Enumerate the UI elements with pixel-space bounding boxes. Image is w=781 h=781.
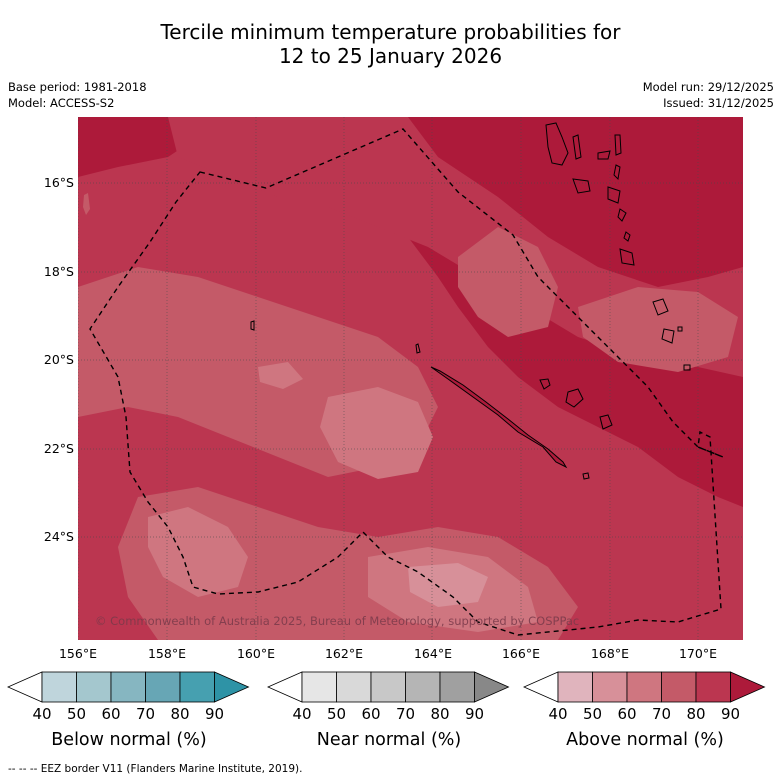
lon-label: 168°E bbox=[590, 646, 629, 661]
below-normal-segment bbox=[110, 671, 146, 703]
colorbars bbox=[7, 671, 766, 703]
title-line-1: Tercile minimum temperature probabilitie… bbox=[160, 20, 621, 44]
island-loyalty-3 bbox=[599, 414, 613, 430]
lat-label: 16°S bbox=[43, 175, 74, 190]
lon-label: 160°E bbox=[236, 646, 275, 661]
lon-label: 156°E bbox=[58, 646, 97, 661]
above-normal-tick-label: 50 bbox=[582, 705, 603, 723]
above-normal-tick-label: 60 bbox=[617, 705, 637, 723]
island-new-caledonia bbox=[430, 366, 568, 469]
above-normal-colorbar bbox=[523, 671, 766, 703]
near-normal-segment bbox=[336, 671, 372, 703]
above-normal-tick-label: 80 bbox=[686, 705, 706, 723]
above-normal-segment bbox=[661, 671, 697, 703]
below-normal-label: Below normal (%) bbox=[51, 730, 207, 750]
title-line-2: 12 to 25 January 2026 bbox=[278, 44, 503, 68]
below-normal-segment bbox=[41, 671, 77, 703]
issued-date: Issued: 31/12/2025 bbox=[663, 96, 774, 110]
above-normal-segment bbox=[592, 671, 628, 703]
near-normal-high-extend bbox=[474, 671, 510, 703]
region-above-70-c bbox=[458, 227, 558, 337]
lon-label: 164°E bbox=[413, 646, 452, 661]
below-normal-segment bbox=[145, 671, 181, 703]
below-normal-low-extend bbox=[7, 671, 43, 703]
island-loyalty-1 bbox=[539, 378, 551, 390]
near-normal-tick-label: 70 bbox=[395, 705, 416, 723]
region-above-50 bbox=[408, 563, 488, 607]
lon-label: 158°E bbox=[147, 646, 186, 661]
above-normal-segment bbox=[626, 671, 662, 703]
model-run: Model run: 29/12/2025 bbox=[642, 80, 774, 94]
lon-label: 166°E bbox=[501, 646, 540, 661]
eez-border bbox=[89, 128, 724, 636]
near-normal-segment bbox=[439, 671, 475, 703]
copyright-notice: © Commonwealth of Australia 2025, Bureau… bbox=[95, 614, 580, 628]
near-normal-low-extend bbox=[267, 671, 303, 703]
map-svg bbox=[78, 117, 743, 640]
islands-vanuatu bbox=[545, 122, 691, 371]
near-normal-tick-label: 90 bbox=[464, 705, 485, 723]
eez-footnote: -- -- -- EEZ border V11 (Flanders Marine… bbox=[8, 763, 303, 775]
region-above-70-d bbox=[578, 287, 738, 372]
lat-label: 22°S bbox=[43, 441, 74, 456]
below-normal-tick-label: 80 bbox=[170, 705, 190, 723]
base-period: Base period: 1981-2018 bbox=[8, 80, 147, 94]
near-normal-segment bbox=[370, 671, 406, 703]
above-normal-tick-label: 70 bbox=[651, 705, 672, 723]
below-normal-tick-label: 50 bbox=[66, 705, 87, 723]
below-normal-colorbar bbox=[7, 671, 250, 703]
near-normal-colorbar bbox=[267, 671, 510, 703]
near-normal-tick-label: 50 bbox=[326, 705, 347, 723]
lon-label: 162°E bbox=[324, 646, 363, 661]
island-small-south bbox=[582, 472, 590, 480]
below-normal-tick-label: 90 bbox=[204, 705, 225, 723]
lat-label: 18°S bbox=[43, 264, 74, 279]
below-normal-high-extend bbox=[214, 671, 250, 703]
below-normal-segment bbox=[76, 671, 112, 703]
grid-lines bbox=[78, 117, 743, 640]
region-above-60-d bbox=[258, 362, 303, 389]
above-normal-tick-label: 90 bbox=[720, 705, 741, 723]
above-normal-tick-label: 40 bbox=[548, 705, 568, 723]
model-name: Model: ACCESS-S2 bbox=[8, 96, 115, 110]
above-normal-low-extend bbox=[523, 671, 559, 703]
near-normal-tick-label: 40 bbox=[292, 705, 312, 723]
lon-label: 170°E bbox=[678, 646, 717, 661]
above-normal-segment bbox=[695, 671, 731, 703]
region-above-60-b bbox=[148, 507, 248, 597]
above-normal-label: Above normal (%) bbox=[566, 730, 724, 750]
probability-map bbox=[78, 117, 743, 640]
island-chesterfield bbox=[250, 320, 255, 331]
above-normal-segment bbox=[557, 671, 593, 703]
island-small-north bbox=[415, 343, 421, 354]
below-normal-tick-label: 70 bbox=[135, 705, 156, 723]
lat-label: 24°S bbox=[43, 529, 74, 544]
above-normal-high-extend bbox=[730, 671, 766, 703]
near-normal-label: Near normal (%) bbox=[316, 730, 462, 750]
below-normal-tick-label: 60 bbox=[101, 705, 121, 723]
below-normal-segment bbox=[179, 671, 215, 703]
lat-label: 20°S bbox=[43, 352, 74, 367]
region-above-60-a bbox=[320, 387, 433, 479]
near-normal-segment bbox=[301, 671, 337, 703]
island-west-dot bbox=[83, 193, 90, 215]
below-normal-tick-label: 40 bbox=[32, 705, 52, 723]
near-normal-tick-label: 80 bbox=[430, 705, 450, 723]
near-normal-segment bbox=[405, 671, 441, 703]
island-loyalty-2 bbox=[565, 388, 584, 408]
near-normal-tick-label: 60 bbox=[361, 705, 381, 723]
